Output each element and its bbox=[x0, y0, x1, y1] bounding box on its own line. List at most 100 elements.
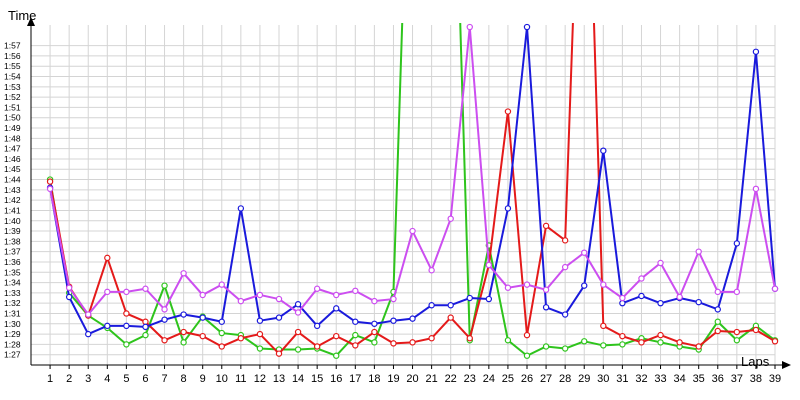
x-tick-label: 38 bbox=[750, 373, 762, 385]
y-tick-label: 1:41 bbox=[4, 205, 21, 215]
x-tick-label: 26 bbox=[521, 373, 533, 385]
y-tick-label: 1:35 bbox=[4, 267, 21, 277]
data-point bbox=[600, 342, 607, 349]
y-tick-label: 1:27 bbox=[4, 350, 21, 360]
data-point bbox=[581, 282, 588, 289]
data-point bbox=[352, 342, 359, 349]
data-point bbox=[237, 205, 245, 212]
x-tick-label: 21 bbox=[425, 373, 437, 385]
data-point bbox=[733, 328, 741, 336]
data-point bbox=[104, 322, 111, 330]
data-point bbox=[142, 331, 149, 339]
x-tick-label: 9 bbox=[200, 373, 206, 385]
data-point bbox=[561, 311, 569, 318]
series-line-1 bbox=[49, 23, 776, 357]
data-point bbox=[371, 320, 378, 327]
x-tick-label: 1 bbox=[47, 373, 53, 385]
data-point bbox=[771, 285, 779, 292]
data-point bbox=[123, 288, 130, 296]
data-point bbox=[352, 331, 359, 339]
y-tick-label: 1:39 bbox=[4, 226, 21, 236]
data-point bbox=[619, 341, 626, 348]
data-point bbox=[657, 339, 664, 346]
data-point bbox=[695, 343, 702, 350]
data-point bbox=[771, 338, 779, 345]
data-point bbox=[542, 222, 550, 230]
data-point bbox=[256, 345, 264, 352]
y-tick-label: 1:33 bbox=[4, 288, 21, 298]
data-point bbox=[256, 291, 264, 299]
x-tick-label: 13 bbox=[273, 373, 285, 385]
data-point bbox=[619, 299, 626, 307]
data-point bbox=[600, 281, 607, 288]
data-point bbox=[485, 295, 493, 303]
data-point bbox=[237, 335, 245, 342]
data-point bbox=[695, 298, 702, 306]
data-point bbox=[542, 343, 550, 350]
data-point bbox=[638, 292, 645, 300]
y-tick-label: 1:32 bbox=[4, 298, 21, 308]
data-point bbox=[46, 185, 54, 193]
x-tick-label: 22 bbox=[445, 373, 457, 385]
data-point bbox=[85, 330, 92, 338]
data-point bbox=[123, 310, 130, 317]
x-tick-label: 28 bbox=[559, 373, 571, 385]
data-point bbox=[333, 352, 340, 359]
data-point bbox=[619, 294, 626, 302]
data-point bbox=[581, 249, 588, 256]
data-point bbox=[676, 339, 683, 346]
data-point bbox=[428, 335, 435, 342]
data-point bbox=[581, 338, 588, 345]
data-point bbox=[428, 302, 435, 309]
x-tick-label: 19 bbox=[387, 373, 399, 385]
y-tick-label: 1:28 bbox=[4, 339, 21, 349]
data-point bbox=[161, 306, 168, 313]
data-point bbox=[752, 48, 760, 55]
data-point bbox=[447, 215, 454, 222]
y-tick-label: 1:46 bbox=[4, 154, 21, 164]
data-point bbox=[352, 318, 359, 325]
data-point bbox=[390, 340, 397, 347]
x-tick-label: 24 bbox=[483, 373, 495, 385]
data-point bbox=[256, 317, 264, 324]
data-point bbox=[313, 343, 321, 350]
data-point bbox=[428, 267, 435, 274]
data-point bbox=[733, 240, 741, 247]
y-tick-label: 1:52 bbox=[4, 92, 21, 102]
x-tick-label: 2 bbox=[66, 373, 72, 385]
x-tick-label: 6 bbox=[142, 373, 148, 385]
y-tick-label: 1:55 bbox=[4, 61, 21, 71]
data-point bbox=[161, 316, 168, 323]
data-point bbox=[180, 311, 187, 318]
data-point bbox=[218, 318, 225, 325]
y-tick-label: 1:44 bbox=[4, 175, 21, 185]
data-point bbox=[256, 330, 264, 338]
data-point bbox=[466, 294, 473, 302]
data-point bbox=[199, 332, 206, 340]
y-tick-label: 1:49 bbox=[4, 123, 21, 133]
data-point bbox=[409, 339, 416, 346]
y-tick-label: 1:42 bbox=[4, 195, 21, 205]
data-point bbox=[294, 346, 302, 353]
data-point bbox=[104, 288, 111, 296]
x-tick-label: 37 bbox=[731, 373, 743, 385]
x-tick-label: 34 bbox=[673, 373, 685, 385]
y-tick-label: 1:31 bbox=[4, 308, 21, 318]
data-point bbox=[85, 311, 92, 318]
data-point bbox=[733, 337, 741, 344]
x-tick-label: 10 bbox=[216, 373, 228, 385]
y-tick-label: 1:45 bbox=[4, 164, 21, 174]
data-point bbox=[313, 285, 321, 292]
data-point bbox=[275, 350, 283, 357]
data-point bbox=[466, 23, 473, 31]
data-point bbox=[752, 326, 760, 334]
x-tick-label: 11 bbox=[235, 373, 246, 385]
y-tick-label: 1:43 bbox=[4, 185, 21, 195]
data-point bbox=[218, 281, 225, 288]
x-tick-label: 8 bbox=[181, 373, 187, 385]
data-point bbox=[46, 178, 54, 185]
data-point bbox=[542, 304, 550, 311]
x-tick-label: 18 bbox=[368, 373, 380, 385]
data-point bbox=[523, 281, 531, 288]
data-point bbox=[104, 254, 111, 262]
